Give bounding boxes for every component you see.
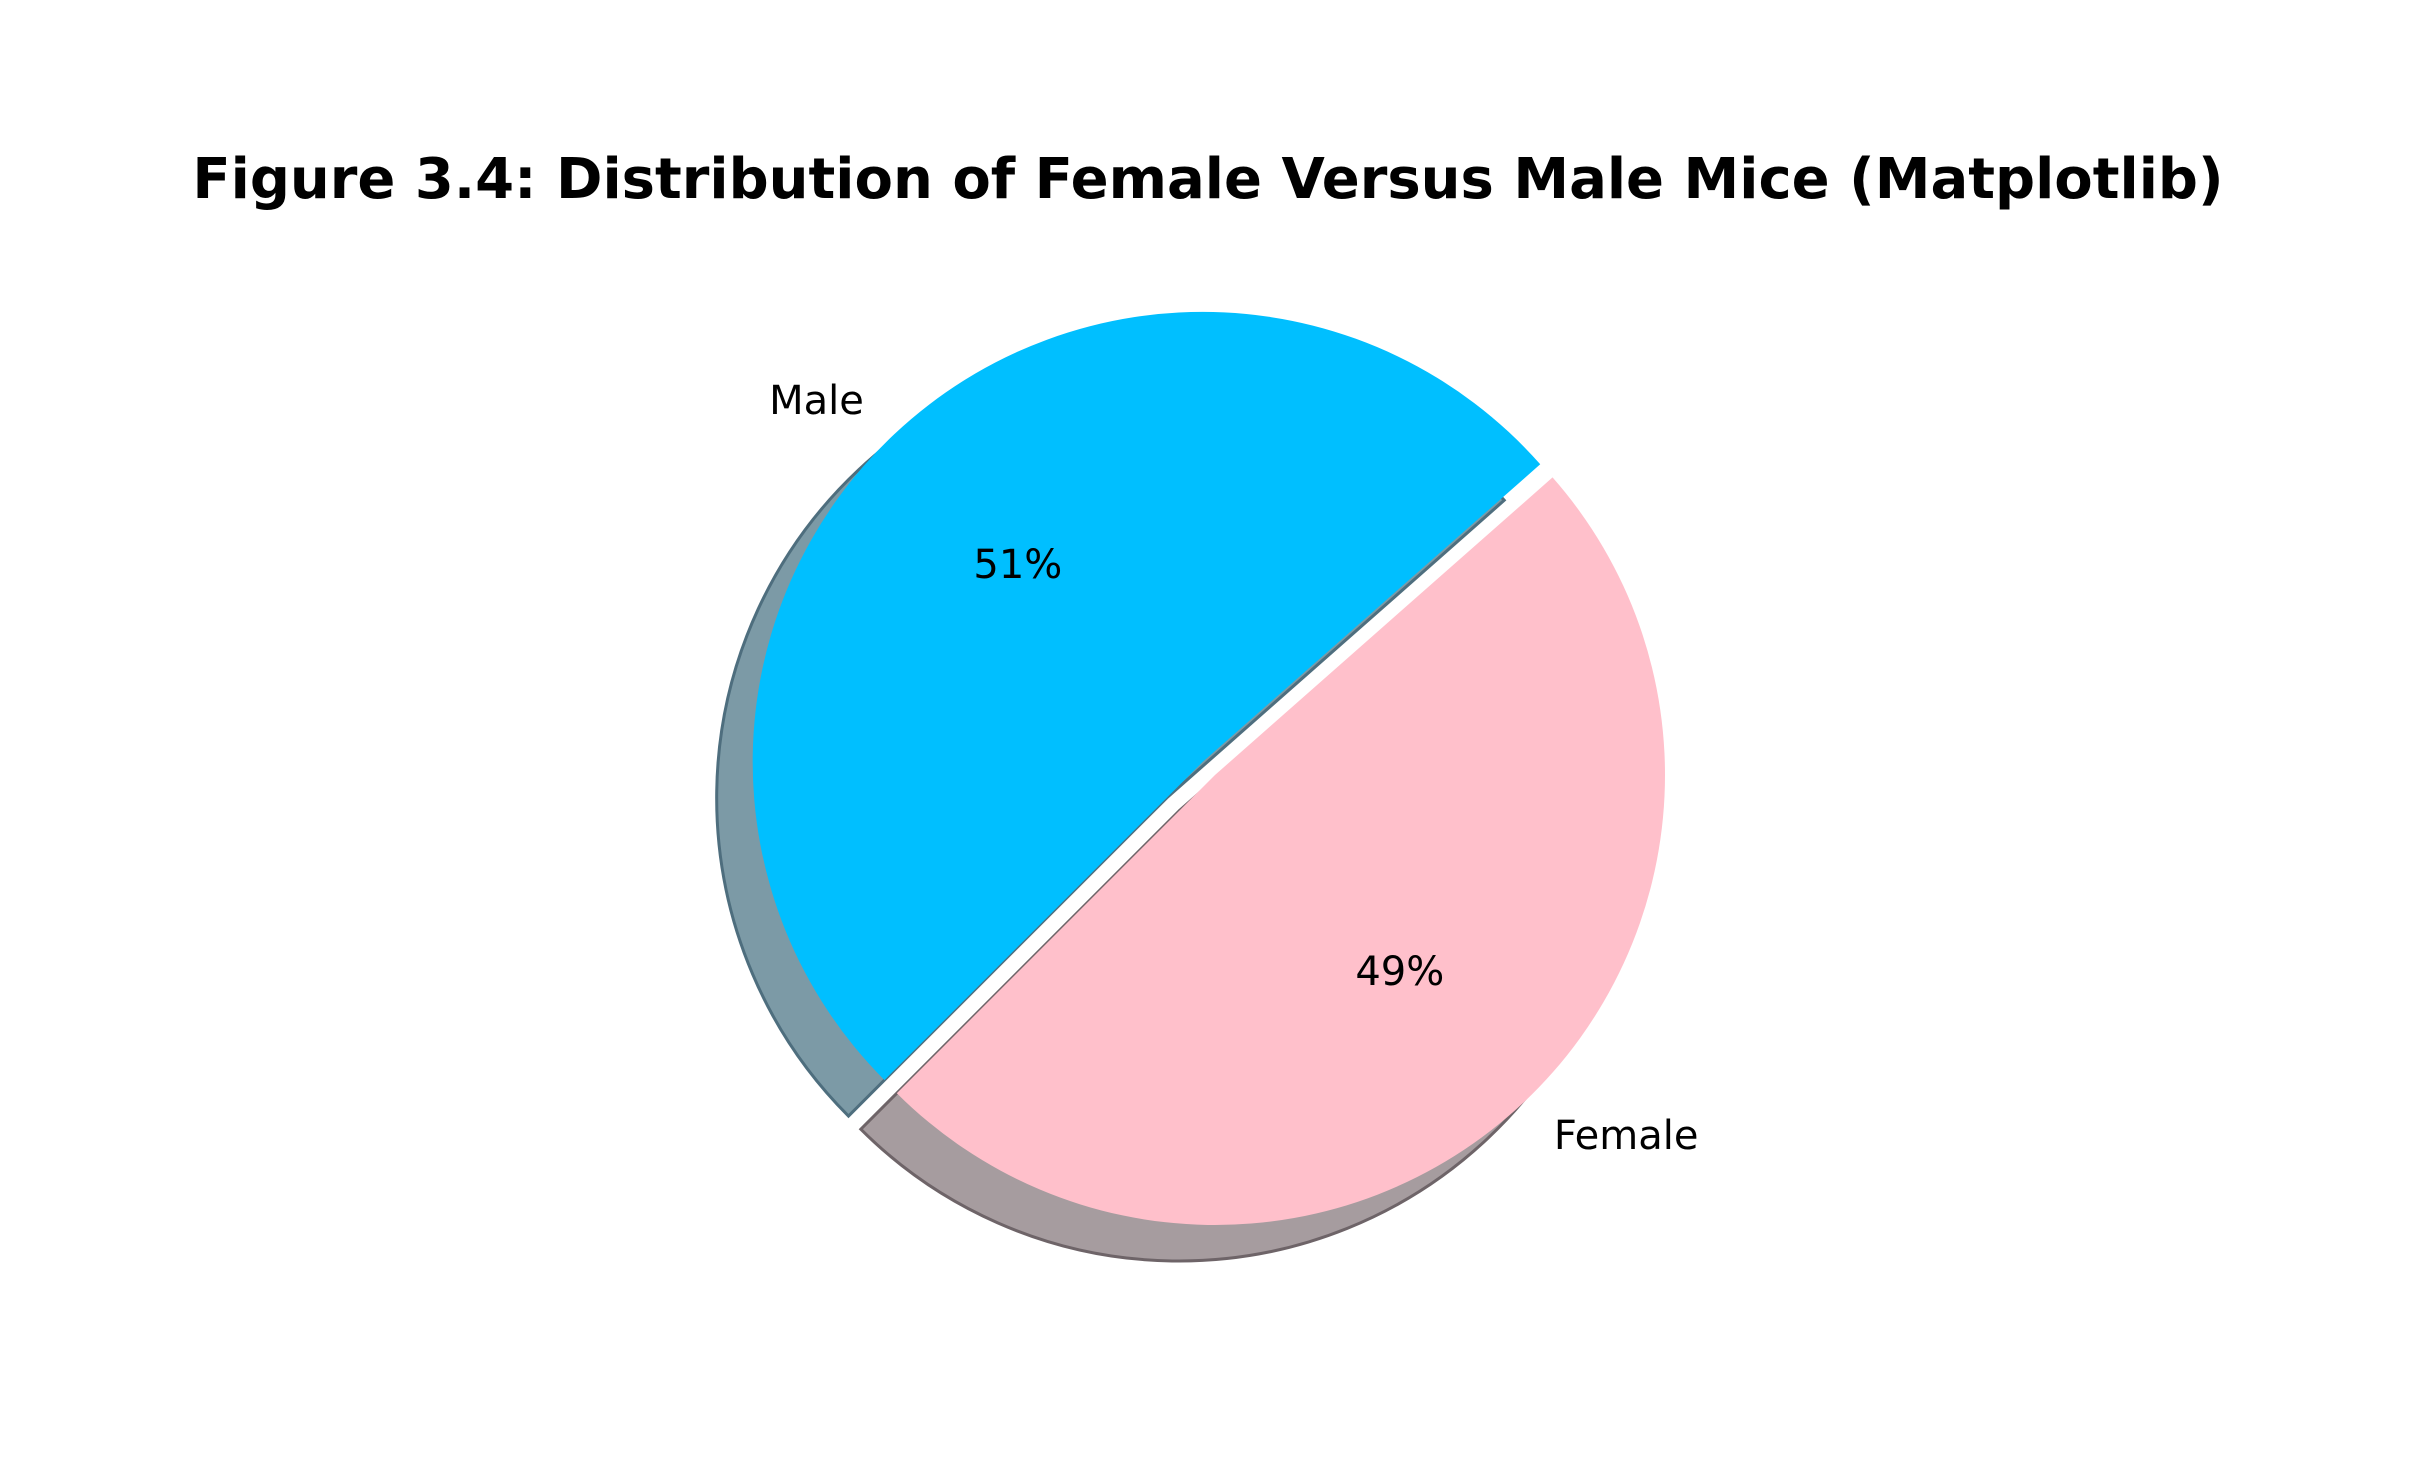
label-male: Male: [769, 378, 864, 424]
pie-slices: [752, 311, 1666, 1226]
pct-label-male: 51%: [973, 542, 1062, 588]
slice-female: [896, 477, 1666, 1226]
pie-labels: Female 49% Male 51%: [769, 378, 1698, 1159]
pct-label-female: 49%: [1355, 949, 1444, 995]
slice-male: [752, 311, 1541, 1081]
chart-title: Figure 3.4: Distribution of Female Versu…: [192, 147, 2223, 212]
label-female: Female: [1554, 1113, 1699, 1159]
